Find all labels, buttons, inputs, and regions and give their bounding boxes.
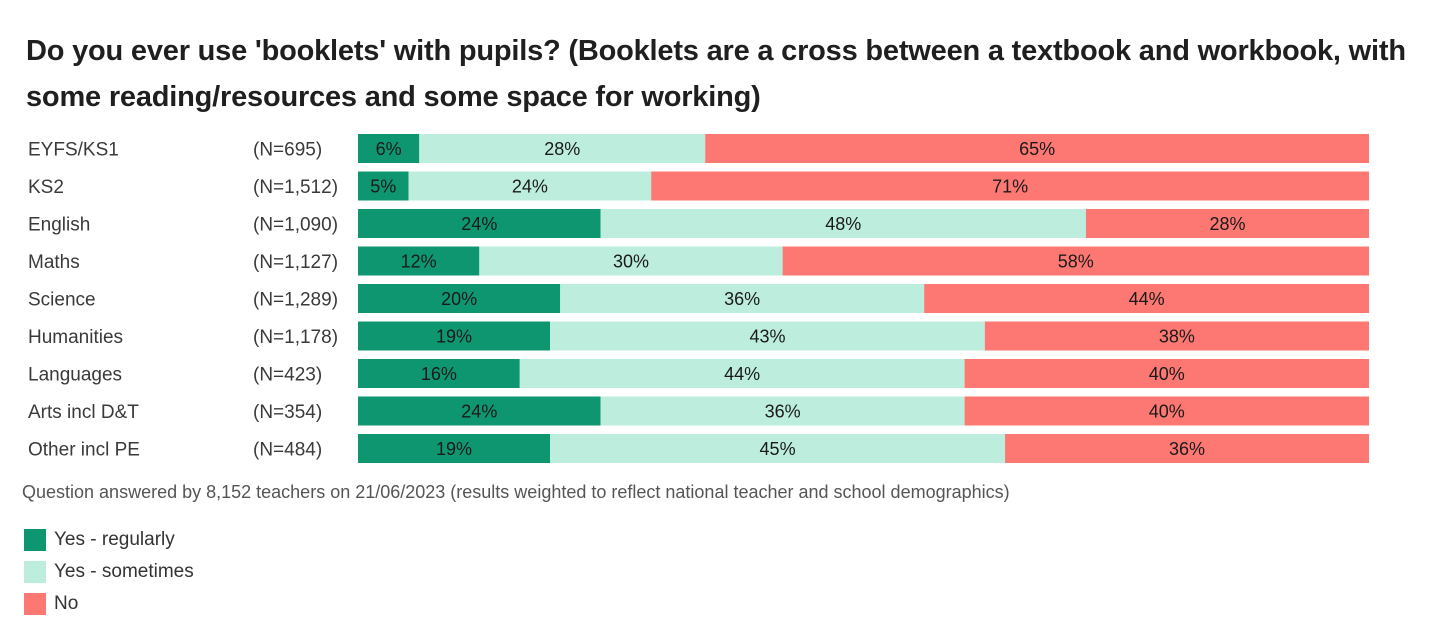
category-label: Maths	[28, 252, 80, 273]
bar-row-maths: Maths (N=1,127) 12% 30% 58%	[28, 246, 1369, 276]
category-label: Other incl PE	[28, 440, 140, 461]
data-label: 36%	[1169, 439, 1205, 459]
bar-segment-no	[984, 321, 1369, 351]
sample-size-label: (N=1,178)	[253, 327, 338, 348]
data-label: 24%	[512, 177, 548, 197]
category-label: English	[28, 215, 90, 236]
bar-segment-no	[1005, 434, 1369, 463]
data-label: 28%	[544, 139, 580, 159]
legend-label: No	[54, 593, 79, 614]
chart-footnote: Question answered by 8,152 teachers on 2…	[22, 482, 1010, 502]
data-label: 58%	[1058, 252, 1094, 272]
data-label: 5%	[370, 177, 396, 197]
sample-size-label: (N=1,090)	[253, 215, 338, 236]
bar-segment-yes-sometimes	[560, 284, 925, 313]
data-label: 16%	[421, 364, 457, 384]
category-label: KS2	[28, 177, 64, 198]
data-label: 36%	[765, 402, 801, 422]
bar-segment-no	[782, 246, 1369, 276]
data-label: 20%	[441, 289, 477, 309]
bar-segment-yes-regularly	[358, 359, 520, 388]
bar-segment-yes-regularly	[358, 321, 551, 351]
bar-segment-yes-sometimes	[550, 434, 1006, 463]
legend-swatch	[24, 561, 46, 583]
data-label: 45%	[760, 439, 796, 459]
legend-swatch	[24, 593, 46, 615]
bar-segment-yes-regularly	[358, 171, 409, 201]
bar-segment-no	[1085, 209, 1369, 238]
bar-row-humanities: Humanities (N=1,178) 19% 43% 38%	[28, 321, 1369, 351]
data-label: 28%	[1209, 214, 1245, 234]
data-label: 36%	[724, 289, 760, 309]
sample-size-label: (N=695)	[253, 140, 322, 161]
category-label: Science	[28, 290, 96, 311]
bar-segment-yes-sometimes	[519, 359, 965, 388]
category-label: EYFS/KS1	[28, 140, 119, 161]
bar-segment-yes-sometimes	[479, 246, 783, 276]
sample-size-label: (N=423)	[253, 365, 322, 386]
legend-item: No	[24, 588, 194, 620]
category-label: Humanities	[28, 327, 123, 348]
data-label: 19%	[436, 327, 472, 347]
data-label: 12%	[401, 252, 437, 272]
bar-segment-yes-regularly	[358, 134, 420, 163]
bar-segment-yes-regularly	[358, 246, 480, 276]
sample-size-label: (N=1,127)	[253, 252, 338, 273]
sample-size-label: (N=1,289)	[253, 290, 338, 311]
category-label: Languages	[28, 365, 122, 386]
bar-segment-yes-sometimes	[408, 171, 652, 201]
data-label: 44%	[724, 364, 760, 384]
data-label: 44%	[1129, 289, 1165, 309]
legend-label: Yes - regularly	[54, 529, 175, 550]
data-label: 43%	[749, 327, 785, 347]
data-label: 24%	[461, 214, 497, 234]
data-label: 65%	[1019, 139, 1055, 159]
chart-rows: EYFS/KS1 (N=695) 6% 28% 65% KS2 (N=1,512) 5% 24%…	[28, 134, 1369, 463]
bar-row-eyfs-ks1: EYFS/KS1 (N=695) 6% 28% 65%	[28, 134, 1369, 163]
data-label: 6%	[376, 139, 402, 159]
data-label: 24%	[461, 402, 497, 422]
bar-row-languages: Languages (N=423) 16% 44% 40%	[28, 359, 1369, 388]
bar-segment-yes-sometimes	[550, 321, 985, 351]
bar-segment-no	[705, 134, 1369, 163]
bar-segment-yes-sometimes	[600, 396, 965, 426]
legend-label: Yes - sometimes	[54, 561, 194, 582]
sample-size-label: (N=1,512)	[253, 177, 338, 198]
category-label: Arts incl D&T	[28, 402, 139, 423]
data-label: 48%	[825, 214, 861, 234]
bar-segment-no	[964, 396, 1369, 426]
sample-size-label: (N=484)	[253, 440, 322, 461]
data-label: 71%	[992, 177, 1028, 197]
bar-row-other-incl-pe: Other incl PE (N=484) 19% 45% 36%	[28, 434, 1369, 463]
bar-segment-yes-regularly	[358, 434, 551, 463]
data-label: 30%	[613, 252, 649, 272]
chart-legend: Yes - regularly Yes - sometimes No	[24, 524, 194, 620]
bar-row-arts-incl-d-t: Arts incl D&T (N=354) 24% 36% 40%	[28, 396, 1369, 426]
stacked-bar-chart: EYFS/KS1 (N=695) 6% 28% 65% KS2 (N=1,512) 5% 24%…	[28, 134, 1369, 463]
data-label: 40%	[1149, 364, 1185, 384]
data-label: 40%	[1149, 402, 1185, 422]
bar-segment-yes-regularly	[358, 209, 601, 238]
bar-row-science: Science (N=1,289) 20% 36% 44%	[28, 284, 1369, 313]
bar-segment-yes-regularly	[358, 284, 561, 313]
bar-segment-no	[924, 284, 1369, 313]
bar-segment-yes-sometimes	[600, 209, 1086, 238]
bar-segment-yes-sometimes	[419, 134, 706, 163]
bar-row-english: English (N=1,090) 24% 48% 28%	[28, 209, 1369, 238]
legend-swatch	[24, 529, 46, 551]
data-label: 19%	[436, 439, 472, 459]
bar-segment-no	[651, 171, 1369, 201]
sample-size-label: (N=354)	[253, 402, 322, 423]
legend-item: Yes - sometimes	[24, 556, 194, 588]
chart-title: Do you ever use 'booklets' with pupils? …	[26, 35, 1406, 113]
bar-segment-no	[964, 359, 1369, 388]
bar-segment-yes-regularly	[358, 396, 601, 426]
legend-item: Yes - regularly	[24, 524, 194, 556]
bar-row-ks2: KS2 (N=1,512) 5% 24% 71%	[28, 171, 1369, 201]
data-label: 38%	[1159, 327, 1195, 347]
